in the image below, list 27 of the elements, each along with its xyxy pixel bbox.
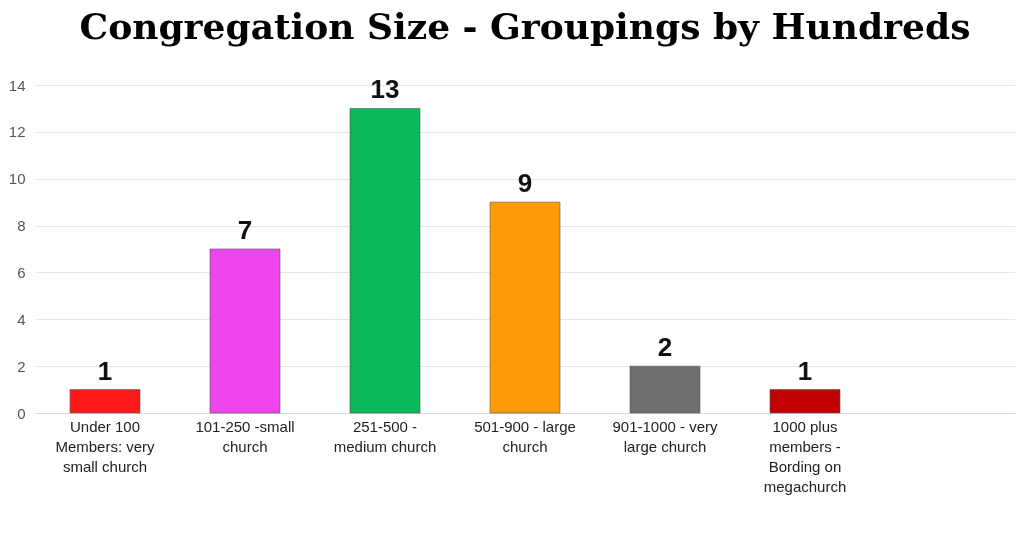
bar	[769, 389, 841, 414]
x-tick-label: 251-500 - medium church	[333, 417, 437, 455]
x-tick-label: 901-1000 - very large church	[612, 417, 719, 455]
data-label: 1	[97, 355, 113, 386]
y-tick-label: 0	[17, 404, 26, 422]
y-tick-label: 6	[17, 263, 26, 281]
data-label: 13	[370, 74, 400, 105]
y-tick-label: 12	[8, 123, 26, 141]
y-tick-label: 10	[8, 170, 26, 188]
y-tick-label: 14	[8, 76, 26, 94]
data-label: 1	[797, 355, 813, 386]
bar	[209, 248, 281, 414]
y-tick-label: 4	[17, 310, 26, 328]
x-tick-label: 101-250 -small church	[195, 417, 295, 455]
bar	[489, 201, 561, 414]
chart-title: Congregation Size - Groupings by Hundreds	[79, 5, 971, 48]
x-tick-label: 1000 plus members - Bording on megachurch	[763, 417, 847, 495]
bar	[629, 365, 701, 414]
x-tick-label: Under 100 Members: very small church	[55, 417, 156, 475]
x-tick-label: 501-900 - large church	[474, 417, 576, 455]
y-tick-label: 8	[17, 217, 26, 235]
data-label: 2	[657, 332, 673, 363]
bar	[69, 389, 141, 414]
bar	[349, 108, 421, 414]
y-tick-label: 2	[17, 357, 26, 375]
data-label: 9	[517, 168, 533, 199]
data-label: 7	[237, 215, 253, 245]
